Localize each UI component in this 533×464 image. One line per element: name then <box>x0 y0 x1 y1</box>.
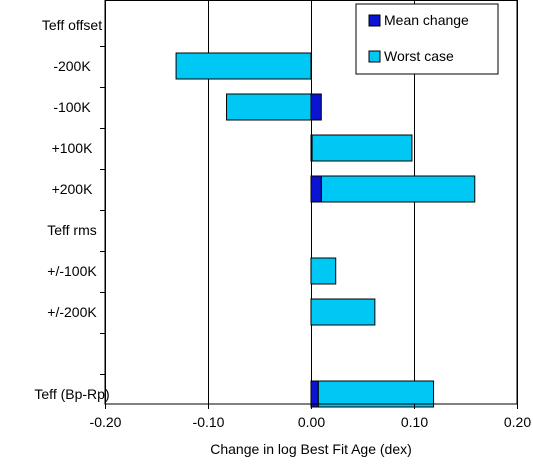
bar-worst-case <box>226 93 312 121</box>
y-axis: Teff offset -200K -100K +100K +200K Teff rms +… <box>34 17 109 402</box>
x-tick-label: -0.20 <box>90 414 122 430</box>
bar-mean-change <box>310 175 322 203</box>
y-category-label: -200K <box>53 58 91 74</box>
bars-group <box>175 52 476 408</box>
y-category-label: Teff rms <box>47 222 97 238</box>
bar-worst-case <box>320 175 476 203</box>
legend-swatch <box>368 50 381 63</box>
legend-label: Mean change <box>384 12 469 28</box>
x-tick-label: 0.10 <box>401 414 428 430</box>
legend-swatch <box>368 14 381 27</box>
x-tick-label: 0.20 <box>504 414 531 430</box>
bar-worst-case <box>311 134 413 162</box>
y-category-label: +/-100K <box>47 263 97 279</box>
bar-worst-case <box>175 52 312 80</box>
y-category-label: Teff (Bp-Rp) <box>34 386 109 402</box>
y-category-label: -100K <box>53 99 91 115</box>
y-category-label: Teff offset <box>42 17 102 33</box>
y-category-label: +200K <box>52 181 94 197</box>
x-tick-label: -0.10 <box>193 414 225 430</box>
x-tick-label: 0.00 <box>298 414 325 430</box>
bar-worst-case <box>310 257 337 285</box>
bar-worst-case <box>317 380 435 408</box>
bar-mean-change <box>310 380 319 408</box>
legend: Mean change Worst case <box>355 3 499 75</box>
bar-mean-change <box>310 134 313 162</box>
bar-mean-change <box>310 93 322 121</box>
bar-worst-case <box>310 298 376 326</box>
legend-label: Worst case <box>384 48 454 64</box>
y-category-label: +100K <box>52 140 94 156</box>
x-axis: -0.20 -0.10 0.00 0.10 0.20 <box>90 404 531 430</box>
x-axis-title: Change in log Best Fit Age (dex) <box>210 441 412 457</box>
y-category-label: +/-200K <box>47 304 97 320</box>
